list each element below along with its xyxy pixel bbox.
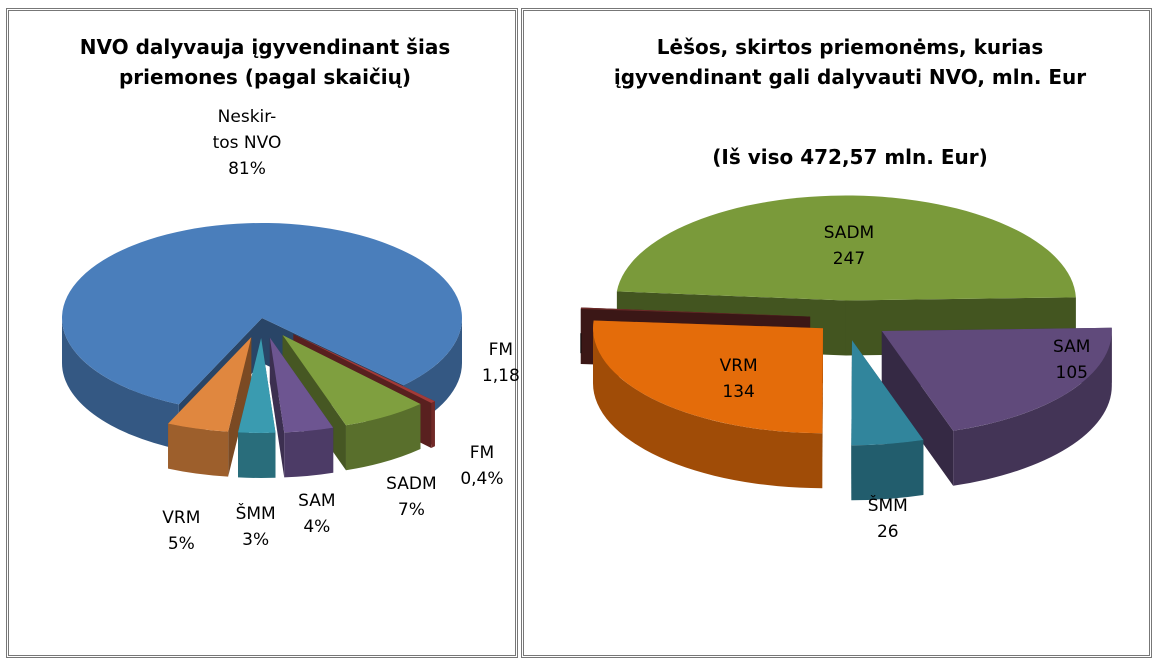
slice-label: SADM 247 xyxy=(824,220,875,272)
category-label: FM xyxy=(469,442,495,463)
category-label: Neskir-tos NVO xyxy=(212,107,282,153)
slice-label: Neskir-tos NVO 81% xyxy=(212,104,282,182)
chart-title: NVO dalyvauja įgyvendinant šias priemone… xyxy=(79,35,451,89)
value-label: 4% xyxy=(303,517,331,538)
value-label: 0,4% xyxy=(460,468,504,489)
category-label: SADM xyxy=(386,473,437,494)
slice-cut xyxy=(881,330,954,486)
category-label: ŠMM xyxy=(867,495,908,516)
slice-cut xyxy=(269,337,285,478)
slice xyxy=(62,223,462,405)
category-label: ŠMM xyxy=(235,503,276,524)
value-label: 81% xyxy=(228,159,266,179)
slice xyxy=(881,327,1112,431)
slice-side xyxy=(238,432,276,478)
slice-side xyxy=(953,330,1112,486)
category-label: SAM xyxy=(298,491,336,512)
value-label: 105 xyxy=(1055,362,1088,383)
slice-side xyxy=(62,318,179,450)
slice-label: FM 0,4% xyxy=(460,440,503,492)
category-label: FM xyxy=(488,340,514,361)
value-label: 26 xyxy=(876,521,899,542)
slice xyxy=(616,195,1076,301)
slice-label: VRM 5% xyxy=(162,505,200,557)
category-label: SADM xyxy=(823,222,875,243)
slice-label: ŠMM 3% xyxy=(236,501,276,553)
value-label: 1,18 xyxy=(481,366,520,387)
slice-side xyxy=(284,427,334,478)
slice xyxy=(592,320,823,434)
slice-label: ŠMM 26 xyxy=(868,493,908,545)
slice-label: SADM 7% xyxy=(386,471,437,523)
slice-side xyxy=(851,440,924,501)
category-label: VRM xyxy=(719,355,758,376)
value-label: 7% xyxy=(397,499,425,520)
slice-side xyxy=(431,401,435,448)
slice xyxy=(269,337,334,433)
slice-label: SAM 105 xyxy=(1053,334,1090,386)
slice-side xyxy=(345,403,421,471)
slice-label: SAM 4% xyxy=(298,488,335,540)
slice-side xyxy=(592,328,823,489)
category-label: VRM xyxy=(162,508,201,529)
chart-title: Lėšos, skirtos priemonėms, kurias įgyven… xyxy=(613,35,1087,89)
slice xyxy=(851,340,924,446)
slice xyxy=(293,334,435,403)
chart-subtitle: (Iš viso 472,57 mln. Eur) xyxy=(712,145,988,169)
slice xyxy=(282,335,421,426)
value-label: 5% xyxy=(167,534,195,555)
slice xyxy=(580,307,811,317)
slice-label: FM 1,18 xyxy=(482,337,520,389)
slice xyxy=(238,337,276,433)
value-label: 247 xyxy=(832,248,866,269)
value-label: 3% xyxy=(242,529,270,550)
slice-side xyxy=(168,423,229,477)
slice xyxy=(168,337,252,432)
value-label: 134 xyxy=(722,381,755,402)
slice-label: VRM 134 xyxy=(720,353,758,405)
category-label: SAM xyxy=(1053,336,1091,357)
